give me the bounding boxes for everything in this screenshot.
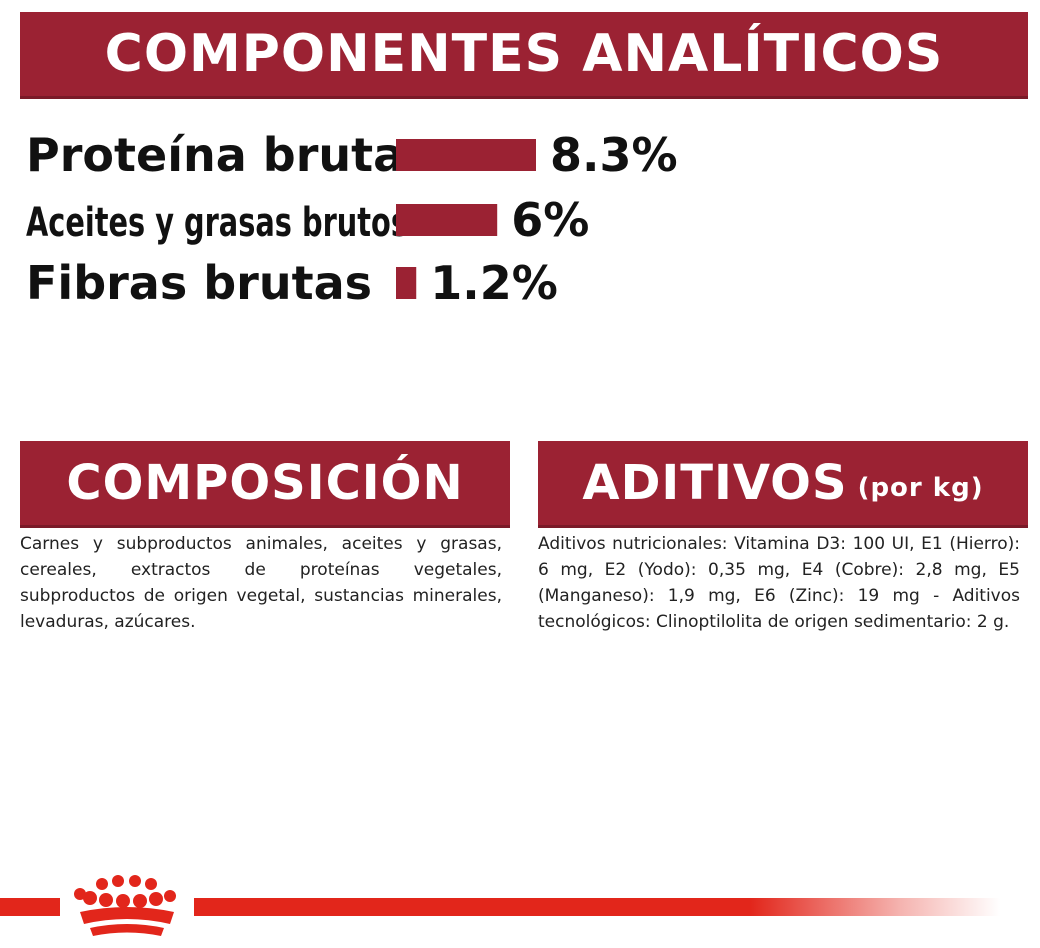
additives-title: ADITIVOS [582,455,848,511]
bar [396,139,536,171]
bar [396,267,417,299]
additives-text: Aditivos nutricionales: Vitamina D3: 100… [538,534,1020,632]
analytical-components-chart: Proteína bruta 8.3% Aceites y grasas bruto… [26,128,678,310]
composition-text: Carnes y subproductos animales, aceites … [20,534,502,632]
composition-title: COMPOSICIÓN [66,455,464,511]
composition-banner: COMPOSICIÓN [20,441,510,525]
category-label: Fibras brutas [26,256,372,310]
bar [396,204,498,236]
category-label: Proteína bruta [26,128,404,182]
additives-banner: ADITIVOS (por kg) [538,441,1028,525]
analytical-components-banner: COMPONENTES ANALÍTICOS [20,12,1028,96]
category-label: Aceites y grasas brutos [26,200,408,246]
footer-accent-line [0,898,1000,916]
crown-logo-icon [60,872,194,948]
value-label: 8.3% [550,128,678,182]
value-label: 1.2% [430,256,558,310]
analytical-components-title: COMPONENTES ANALÍTICOS [104,24,944,84]
value-label: 6% [511,193,589,247]
additives-title-suffix: (por kg) [857,473,984,503]
